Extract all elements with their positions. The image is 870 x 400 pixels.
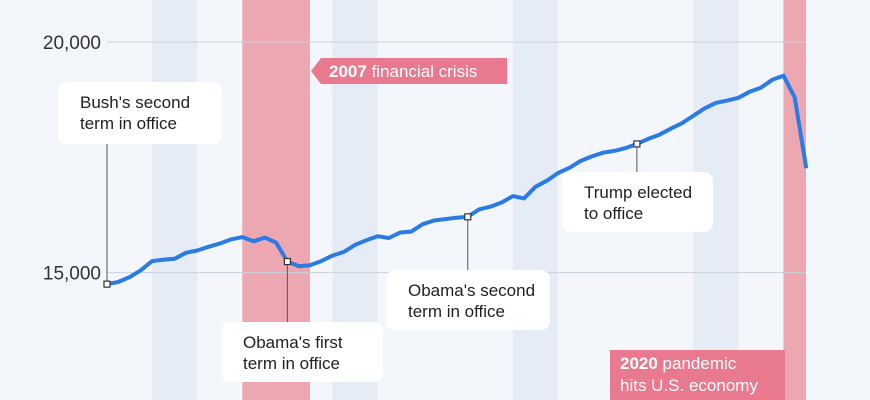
annotation-text: Bush's second — [80, 93, 190, 112]
annotation-text: Obama's first — [243, 333, 343, 352]
annotation-text: term in office — [243, 354, 340, 373]
event-label-text: hits U.S. economy — [620, 376, 758, 395]
event-label-bg — [311, 58, 507, 84]
event-label-bg — [610, 350, 785, 400]
annotation-box — [58, 82, 222, 144]
annotation-marker — [464, 213, 472, 221]
annotation-marker — [633, 140, 641, 148]
annotation-text: to office — [584, 204, 643, 223]
annotation-box — [221, 322, 383, 382]
annotation-text: term in office — [80, 114, 177, 133]
alt-band-0 — [152, 0, 198, 400]
y-tick-label: 15,000 — [43, 264, 101, 285]
event-label-text: 2007 financial crisis — [329, 62, 477, 81]
event-label-text: 2020 pandemic — [620, 354, 737, 373]
series-line — [105, 73, 808, 287]
annotation-text: Obama's second — [408, 281, 535, 300]
recession-band-1 — [783, 0, 806, 400]
alt-band-2 — [512, 0, 558, 400]
annotation-text: Trump elected — [584, 183, 692, 202]
annotation-box — [562, 172, 713, 232]
y-tick-label: 20,000 — [43, 33, 101, 54]
annotation-text: term in office — [408, 302, 505, 321]
annotation-marker — [103, 280, 111, 288]
annotation-box — [386, 270, 550, 330]
annotation-marker — [283, 257, 291, 266]
